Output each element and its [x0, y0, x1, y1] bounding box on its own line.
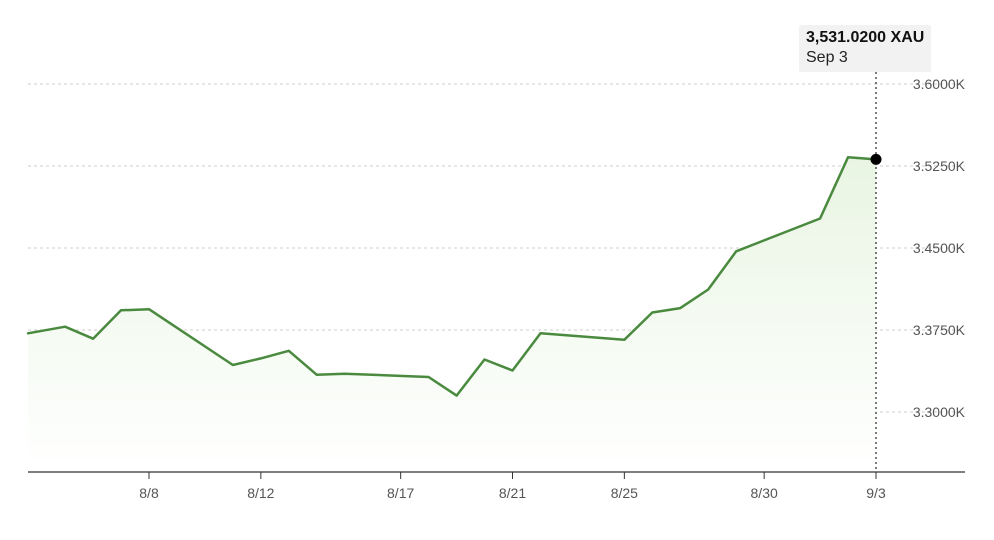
y-tick-label: 3.6000K [913, 76, 966, 92]
x-tick-label: 8/30 [751, 485, 778, 501]
cursor-point[interactable] [870, 153, 882, 165]
x-tick-label: 8/17 [387, 485, 414, 501]
hover-tooltip: 3,531.0200 XAU Sep 3 [799, 25, 932, 72]
price-line [26, 156, 878, 397]
x-tick-label: 8/25 [611, 485, 638, 501]
x-axis-labels: 8/8 8/12 8/17 8/21 8/25 8/30 9/3 [139, 485, 886, 501]
x-tick-label: 9/3 [866, 485, 886, 501]
y-tick-label: 3.3000K [913, 404, 966, 420]
x-tick-label: 8/21 [499, 485, 526, 501]
x-tick-label: 8/8 [139, 485, 159, 501]
tooltip-value: 3,531.0200 XAU [806, 29, 925, 46]
y-tick-label: 3.4500K [913, 240, 966, 256]
x-axis [28, 471, 965, 479]
x-tick-label: 8/12 [247, 485, 274, 501]
area-fill [28, 157, 876, 473]
area-shape [28, 157, 876, 473]
hover-cursor[interactable] [870, 72, 882, 472]
y-tick-label: 3.3750K [913, 322, 966, 338]
series-line [26, 156, 878, 397]
y-tick-label: 3.5250K [913, 158, 966, 174]
y-axis-labels: 3.3000K 3.3750K 3.4500K 3.5250K 3.6000K [913, 76, 966, 420]
tooltip-date: Sep 3 [806, 49, 848, 66]
